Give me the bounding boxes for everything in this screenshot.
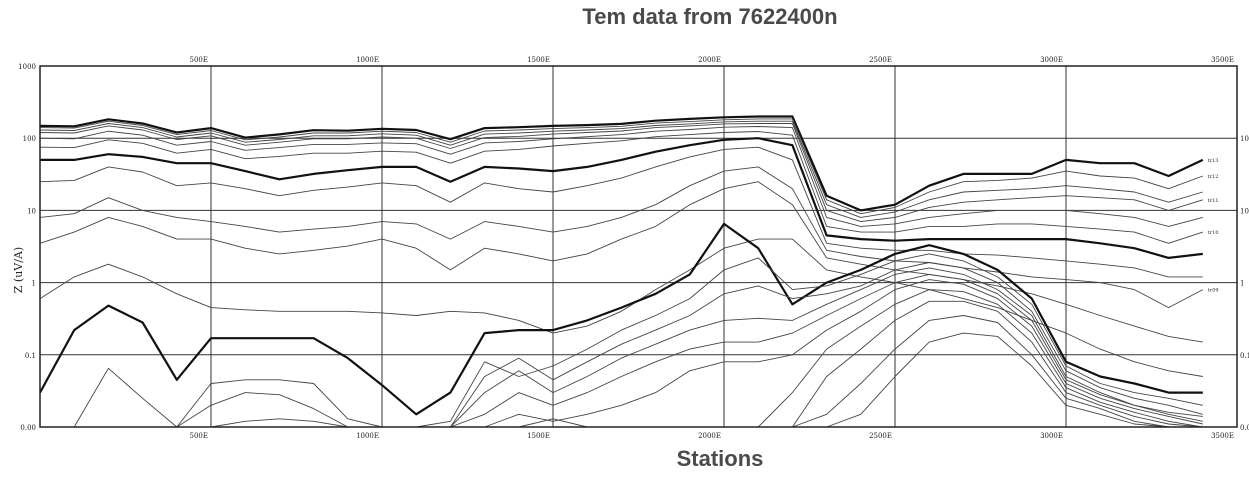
grid-layer xyxy=(40,65,1238,428)
x-tick-label-top: 2500E xyxy=(869,56,892,64)
series-line xyxy=(39,115,1204,212)
y-tick-label-right: 1 xyxy=(1240,280,1244,288)
x-tick-label-bottom: 2000E xyxy=(698,432,721,440)
series-line xyxy=(40,262,1203,428)
series-end-label: tr09 xyxy=(1208,288,1219,294)
x-tick-label-bottom: 3000E xyxy=(1040,432,1063,440)
series-end-label: tr12 xyxy=(1208,174,1219,180)
y-tick-label-left: 1000 xyxy=(18,63,36,71)
x-tick-label-bottom: 500E xyxy=(190,432,208,440)
chart-title: Tem data from 7622400n xyxy=(582,4,838,29)
series-line xyxy=(40,253,1203,428)
frame-layer xyxy=(39,65,1238,428)
series-layer: tr13 tr12 tr11 tr10 tr09 xyxy=(39,115,1219,428)
series-line xyxy=(39,238,1203,377)
tick-layer: 500E 500E 1000E 1000E 1500E 1500E 2000E 2000E 25… xyxy=(18,56,1249,440)
x-axis-title: Stations xyxy=(676,446,764,471)
y-tick-label-right: 0.1 xyxy=(1240,352,1249,360)
series-line xyxy=(40,332,1203,428)
series-line xyxy=(39,146,1203,278)
series-line xyxy=(39,123,1203,223)
x-tick-label-bottom: 1000E xyxy=(356,432,379,440)
x-tick-label-top: 500E xyxy=(190,56,208,64)
series-line xyxy=(39,131,1203,244)
y-tick-label-left: 0.00 xyxy=(20,424,36,432)
series-line xyxy=(39,166,1204,309)
x-tick-label-bottom: 2500E xyxy=(869,432,892,440)
series-end-label: tr10 xyxy=(1208,230,1219,236)
x-tick-label-bottom: 1500E xyxy=(527,432,550,440)
x-tick-label-top: 1500E xyxy=(527,56,550,64)
x-tick-label-top: 1000E xyxy=(356,56,379,64)
x-tick-label-top: 3500E xyxy=(1211,56,1234,64)
series-line xyxy=(40,137,1203,259)
plot-frame xyxy=(39,65,1238,428)
series-line xyxy=(39,126,1203,227)
series-line xyxy=(39,181,1203,343)
series-line xyxy=(39,118,1203,215)
x-tick-label-top: 2000E xyxy=(698,56,721,64)
series-line xyxy=(40,267,1203,428)
series-line xyxy=(39,222,1203,416)
x-tick-label-bottom: 3500E xyxy=(1211,432,1234,440)
y-tick-label-left: 1 xyxy=(32,280,36,288)
y-tick-label-left: 100 xyxy=(23,135,36,143)
y-tick-label-right: 0.00 xyxy=(1240,424,1249,432)
y-tick-label-right: 10 xyxy=(1240,207,1249,215)
series-end-label: tr11 xyxy=(1208,198,1219,204)
series-end-label: tr13 xyxy=(1208,158,1219,164)
y-tick-label-left: 10 xyxy=(27,207,36,215)
x-tick-label-top: 3000E xyxy=(1040,56,1063,64)
series-line xyxy=(39,120,1203,218)
y-tick-label-right: 100 xyxy=(1240,135,1249,143)
y-tick-label-left: 0.1 xyxy=(25,352,36,360)
series-line xyxy=(40,300,1203,428)
series-line xyxy=(40,315,1203,428)
